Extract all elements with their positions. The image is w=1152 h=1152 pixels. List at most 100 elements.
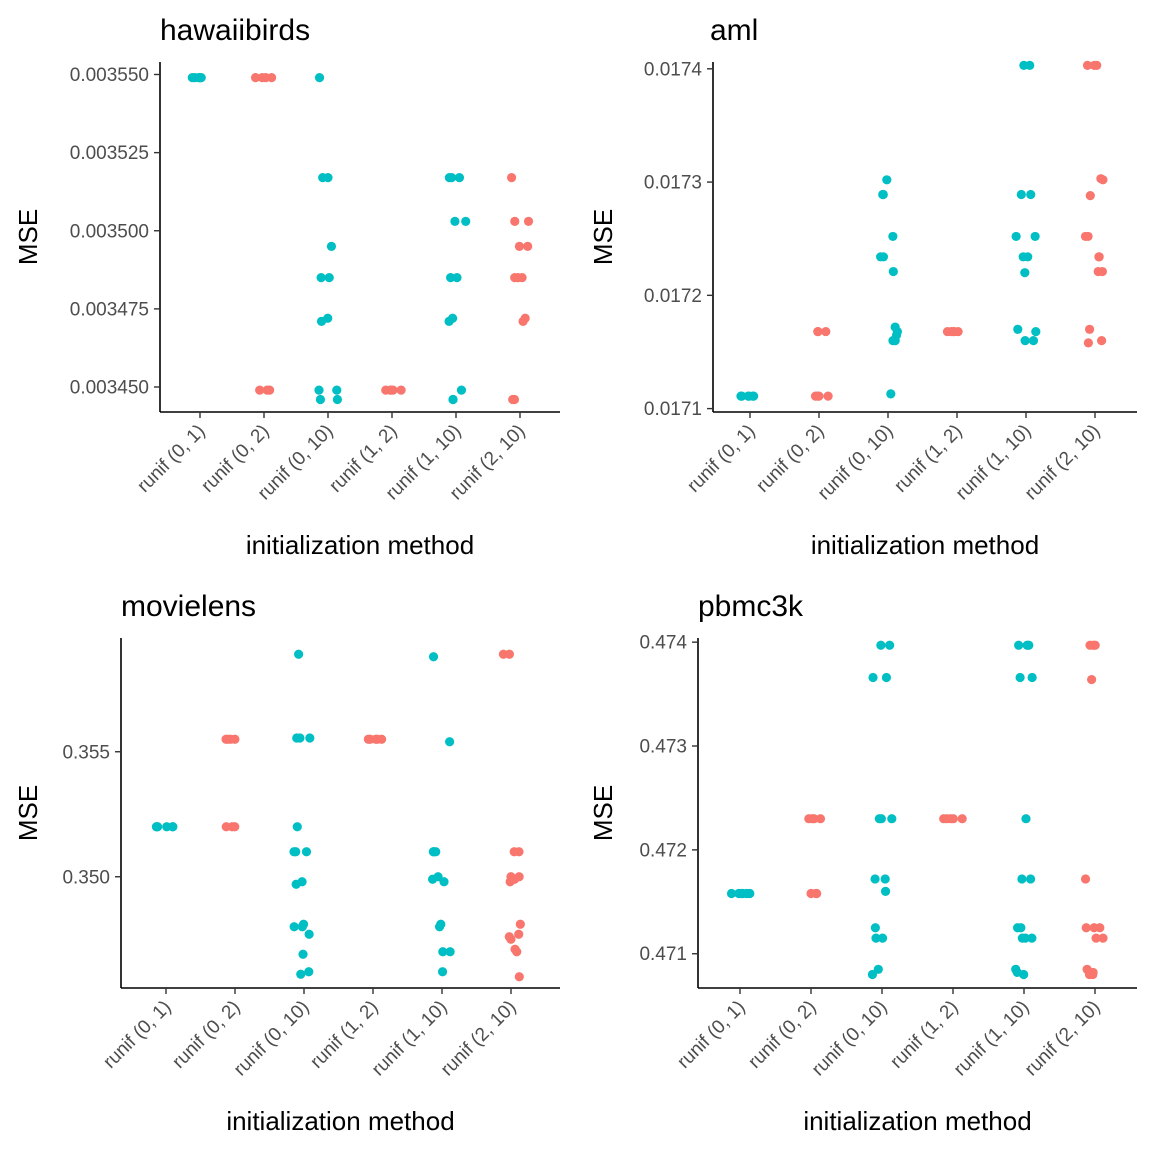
data-point — [437, 967, 448, 977]
x-tick-label: runif (0, 1) — [673, 997, 749, 1073]
data-point — [509, 394, 520, 405]
data-point — [498, 649, 509, 659]
data-point — [316, 273, 326, 283]
data-point — [814, 391, 824, 401]
data-point — [292, 822, 302, 832]
data-point — [1082, 60, 1093, 70]
y-tick-label: 0.0171 — [644, 399, 702, 420]
data-point — [1024, 640, 1034, 650]
data-point — [880, 886, 891, 897]
data-point — [1014, 640, 1024, 650]
x-axis-title: initialization method — [811, 530, 1039, 560]
data-point — [298, 949, 308, 959]
data-point — [881, 672, 892, 683]
y-tick-label: 0.0173 — [644, 173, 702, 194]
data-point — [444, 173, 455, 183]
data-point — [291, 847, 301, 857]
data-point — [815, 814, 826, 824]
data-point — [1030, 231, 1040, 242]
chart-title: aml — [710, 14, 758, 47]
y-tick-label: 0.474 — [639, 633, 687, 654]
data-point — [512, 947, 522, 957]
data-point — [1089, 60, 1099, 70]
data-point — [878, 252, 889, 262]
data-point — [876, 640, 886, 650]
data-point — [396, 385, 406, 395]
data-point — [227, 822, 237, 832]
data-point — [888, 336, 898, 346]
chart-title: movielens — [121, 590, 256, 623]
data-point — [445, 947, 455, 957]
y-axis-title: MSE — [588, 209, 618, 265]
data-point — [880, 874, 890, 884]
data-point — [444, 316, 454, 326]
data-point — [868, 672, 878, 683]
y-tick-label: 0.0172 — [644, 286, 702, 307]
data-point — [225, 734, 236, 744]
data-point — [514, 972, 524, 982]
data-point — [513, 273, 523, 283]
y-tick-label: 0.471 — [639, 944, 687, 965]
data-point — [1091, 933, 1101, 943]
x-tick-label: runif (2, 10) — [1021, 421, 1105, 505]
data-point — [888, 266, 898, 277]
data-point — [813, 326, 823, 337]
data-point — [1020, 933, 1030, 943]
data-point — [506, 173, 517, 183]
data-point — [304, 929, 314, 939]
data-point — [324, 273, 334, 283]
data-point — [151, 822, 162, 832]
data-point — [296, 969, 306, 979]
data-point — [1098, 175, 1108, 185]
data-point — [1013, 324, 1023, 334]
data-point — [882, 175, 892, 185]
y-axis-title: MSE — [13, 785, 43, 841]
chart-panel-pbmc3k: pbmc3k MSE initialization method 0.471 0.472… — [588, 590, 1137, 1136]
data-point — [1031, 326, 1041, 337]
data-point — [255, 385, 265, 395]
data-point — [1028, 336, 1039, 346]
data-point — [1016, 189, 1026, 200]
x-tick-label: runif (1, 2) — [886, 997, 962, 1073]
data-point — [1085, 324, 1095, 334]
data-point — [1021, 814, 1031, 824]
data-point — [388, 385, 398, 395]
data-point — [262, 385, 272, 395]
y-axis-title: MSE — [588, 785, 618, 841]
data-point — [726, 888, 737, 899]
data-point — [326, 241, 337, 251]
data-point — [806, 888, 816, 899]
data-point — [1085, 191, 1095, 201]
data-point — [878, 189, 888, 200]
data-point — [1097, 336, 1107, 346]
data-point — [452, 273, 462, 283]
data-point — [518, 316, 528, 326]
data-point — [445, 737, 455, 747]
data-point — [823, 391, 833, 401]
data-point — [292, 733, 302, 743]
data-point — [1023, 252, 1033, 262]
data-point — [748, 391, 758, 401]
x-tick-label: runif (0, 10) — [808, 997, 892, 1081]
data-point — [1017, 874, 1027, 884]
data-point — [1098, 933, 1108, 943]
data-point — [821, 326, 831, 337]
data-point — [515, 919, 525, 929]
y-tick-label: 0.0174 — [644, 59, 703, 80]
data-point — [448, 394, 458, 405]
y-tick-label: 0.003450 — [70, 378, 149, 399]
data-point — [305, 733, 315, 743]
x-tick-label: runif (0, 10) — [230, 997, 314, 1081]
data-point — [454, 173, 465, 183]
data-point — [314, 73, 325, 83]
data-point — [1020, 336, 1030, 346]
y-tick-label: 0.003525 — [70, 143, 149, 164]
x-tick-label: runif (0, 2) — [744, 997, 820, 1073]
data-point — [957, 814, 967, 824]
chart-title: pbmc3k — [698, 590, 804, 623]
x-tick-label: runif (2, 10) — [437, 997, 521, 1081]
y-axis-title: MSE — [13, 209, 43, 265]
data-point — [1027, 672, 1037, 683]
data-point — [294, 649, 304, 659]
